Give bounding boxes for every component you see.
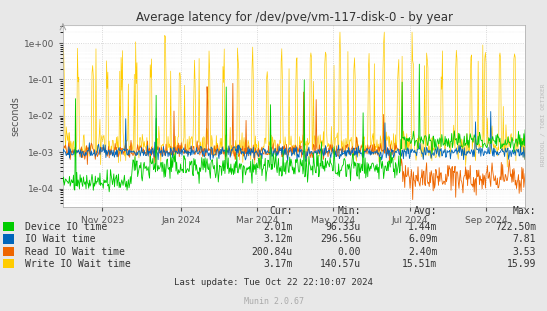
Text: 2.40m: 2.40m <box>408 247 438 257</box>
Text: Munin 2.0.67: Munin 2.0.67 <box>243 297 304 306</box>
Text: 3.12m: 3.12m <box>263 234 293 244</box>
Text: Device IO time: Device IO time <box>25 222 107 232</box>
Text: 3.53: 3.53 <box>513 247 536 257</box>
Text: 7.81: 7.81 <box>513 234 536 244</box>
Text: 2.01m: 2.01m <box>263 222 293 232</box>
Text: Min:: Min: <box>337 206 361 216</box>
Text: 140.57u: 140.57u <box>320 259 361 269</box>
Text: 0.00: 0.00 <box>337 247 361 257</box>
Text: Cur:: Cur: <box>269 206 293 216</box>
Text: 1.44m: 1.44m <box>408 222 438 232</box>
Text: 722.50m: 722.50m <box>495 222 536 232</box>
Text: RRDTOOL / TOBI OETIKER: RRDTOOL / TOBI OETIKER <box>541 83 546 166</box>
Text: 200.84u: 200.84u <box>252 247 293 257</box>
Text: 15.51m: 15.51m <box>403 259 438 269</box>
Text: Last update: Tue Oct 22 22:10:07 2024: Last update: Tue Oct 22 22:10:07 2024 <box>174 278 373 287</box>
Text: Write IO Wait time: Write IO Wait time <box>25 259 130 269</box>
Title: Average latency for /dev/pve/vm-117-disk-0 - by year: Average latency for /dev/pve/vm-117-disk… <box>136 11 452 24</box>
Y-axis label: seconds: seconds <box>11 96 21 136</box>
Text: 96.33u: 96.33u <box>326 222 361 232</box>
Text: 6.09m: 6.09m <box>408 234 438 244</box>
Text: Max:: Max: <box>513 206 536 216</box>
Text: 296.56u: 296.56u <box>320 234 361 244</box>
Text: IO Wait time: IO Wait time <box>25 234 95 244</box>
Text: Read IO Wait time: Read IO Wait time <box>25 247 125 257</box>
Text: 15.99: 15.99 <box>507 259 536 269</box>
Text: Avg:: Avg: <box>414 206 438 216</box>
Text: 3.17m: 3.17m <box>263 259 293 269</box>
